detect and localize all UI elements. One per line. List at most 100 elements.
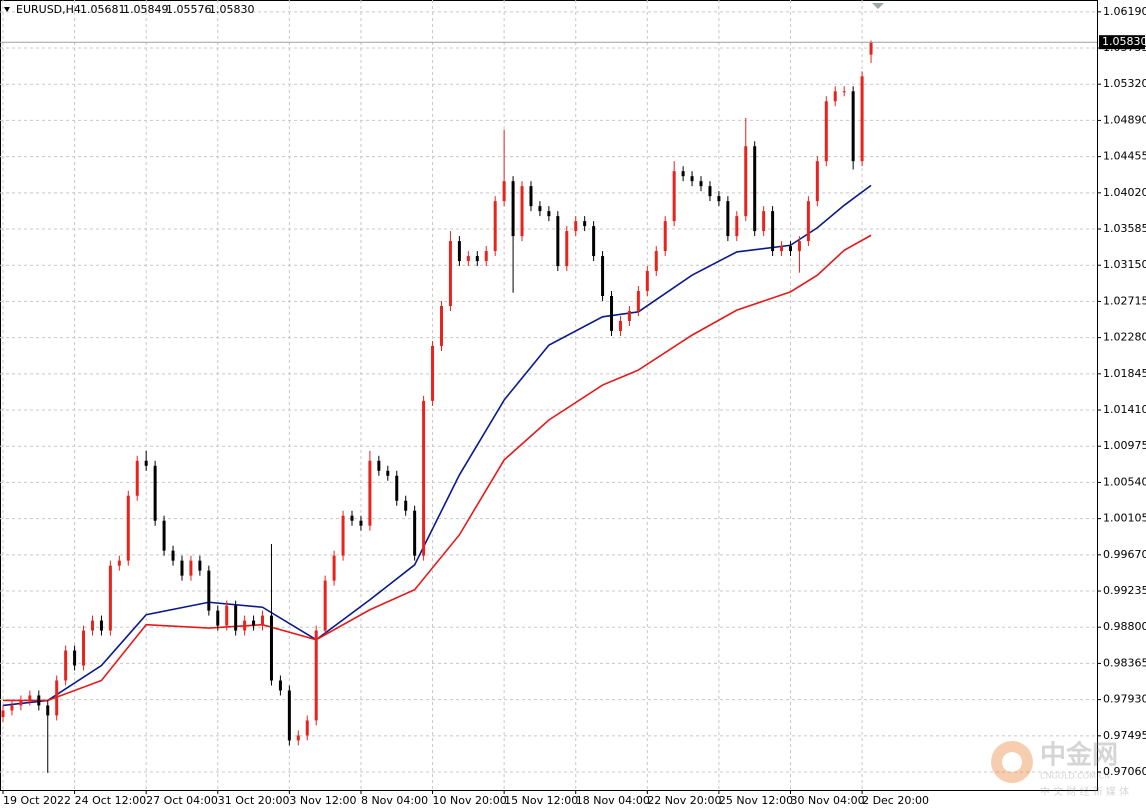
candle-body bbox=[180, 560, 184, 576]
symbol: EURUSD,H4 bbox=[16, 3, 81, 16]
candle-body bbox=[806, 201, 810, 242]
candle-body bbox=[126, 495, 130, 561]
candle-body bbox=[404, 500, 408, 511]
x-tick-label: 22 Nov 20:00 bbox=[647, 794, 721, 807]
candle-body bbox=[386, 470, 390, 476]
y-tick-label: 1.00975 bbox=[1103, 439, 1146, 452]
candle-body bbox=[413, 510, 417, 556]
y-tick-label: 1.06190 bbox=[1103, 5, 1146, 18]
candle-body bbox=[681, 171, 685, 177]
x-tick-label: 3 Nov 12:00 bbox=[289, 794, 356, 807]
candle-body bbox=[538, 206, 542, 212]
candle-body bbox=[699, 181, 703, 187]
y-tick-label: 0.97495 bbox=[1103, 729, 1146, 742]
x-tick-label: 31 Oct 20:00 bbox=[218, 794, 290, 807]
candle-body bbox=[64, 650, 68, 681]
x-tick-label: 2 Dec 20:00 bbox=[862, 794, 929, 807]
y-tick-label: 0.97060 bbox=[1103, 765, 1146, 778]
candle-body bbox=[672, 171, 676, 222]
candle-body bbox=[99, 620, 103, 631]
y-tick-label: 0.98365 bbox=[1103, 656, 1146, 669]
candle-body bbox=[618, 320, 622, 331]
x-tick-label: 10 Nov 20:00 bbox=[433, 794, 507, 807]
candle-body bbox=[135, 460, 139, 496]
candle-body bbox=[726, 201, 730, 237]
candle-body bbox=[815, 161, 819, 202]
y-tick-label: 1.02280 bbox=[1103, 331, 1146, 344]
plot-frame bbox=[0, 0, 1098, 791]
candle-body bbox=[162, 520, 166, 551]
watermark-name: 中金网 bbox=[1040, 740, 1118, 771]
candle-body bbox=[395, 475, 399, 501]
candle-body bbox=[789, 246, 793, 252]
candle-body bbox=[252, 620, 256, 626]
candle-body bbox=[341, 515, 345, 556]
candle-body bbox=[511, 181, 515, 237]
y-tick-label: 0.97930 bbox=[1103, 693, 1146, 706]
candle-body bbox=[520, 186, 524, 237]
candle-body bbox=[10, 705, 14, 711]
candle-body bbox=[448, 241, 452, 306]
x-tick-label: 8 Nov 04:00 bbox=[361, 794, 428, 807]
candle-body bbox=[144, 460, 148, 466]
y-tick-label: 1.00105 bbox=[1103, 512, 1146, 525]
y-tick-label: 1.01845 bbox=[1103, 367, 1146, 380]
candle-body bbox=[287, 690, 291, 741]
candle-body bbox=[869, 42, 873, 55]
candle-body bbox=[663, 221, 667, 252]
candle-body bbox=[305, 720, 309, 736]
moving-average bbox=[3, 234, 872, 702]
bid-label: 1.05830 bbox=[1102, 35, 1146, 48]
candle-body bbox=[108, 565, 112, 631]
candle-body bbox=[780, 246, 784, 252]
x-tick-label: 18 Nov 04:00 bbox=[576, 794, 650, 807]
candle-body bbox=[431, 345, 435, 401]
candle-body bbox=[466, 256, 470, 262]
candle-body bbox=[708, 186, 712, 197]
ohlc-label: 1.05681 bbox=[80, 3, 126, 16]
candle-body bbox=[153, 465, 157, 521]
candle-body bbox=[332, 555, 336, 581]
candle-body bbox=[37, 695, 41, 706]
candle-body bbox=[690, 176, 694, 182]
candle-body bbox=[439, 305, 443, 346]
watermark-slogan: 中 文 财 经 新 媒 体 bbox=[1040, 785, 1129, 798]
watermark-logo bbox=[991, 741, 1033, 783]
candle-body bbox=[234, 605, 238, 631]
y-tick-label: 1.04455 bbox=[1103, 150, 1146, 163]
candle-body bbox=[207, 570, 211, 611]
candle-body bbox=[636, 291, 640, 311]
candle-body bbox=[216, 610, 220, 626]
candle-body bbox=[717, 196, 721, 202]
candle-body bbox=[457, 241, 461, 262]
y-tick-label: 1.01410 bbox=[1103, 403, 1146, 416]
ohlc-label: 1.05576 bbox=[166, 3, 212, 16]
y-tick-label: 1.03150 bbox=[1103, 258, 1146, 271]
candle-body bbox=[824, 101, 828, 162]
candle-body bbox=[243, 620, 247, 631]
candle-body bbox=[117, 560, 121, 566]
shift-marker bbox=[872, 3, 884, 9]
candle-body bbox=[583, 221, 587, 227]
candle-body bbox=[797, 241, 801, 252]
candle-body bbox=[73, 650, 77, 666]
y-tick-label: 1.04890 bbox=[1103, 113, 1146, 126]
candle-body bbox=[762, 211, 766, 232]
candle-body bbox=[19, 700, 23, 706]
candle-body bbox=[592, 226, 596, 257]
ohlc-label: 1.05830 bbox=[209, 3, 255, 16]
y-tick-label: 1.00540 bbox=[1103, 475, 1146, 488]
candle-body bbox=[547, 211, 551, 217]
watermark-site: CNGOLD.COM.CN bbox=[1040, 772, 1110, 781]
candle-body bbox=[278, 680, 282, 691]
y-tick-label: 1.04020 bbox=[1103, 186, 1146, 199]
candle-body bbox=[368, 460, 372, 526]
candle-body bbox=[833, 91, 837, 102]
watermark: 中金网 CNGOLD.COM.CN 中 文 财 经 新 媒 体 bbox=[991, 740, 1129, 798]
candle-body bbox=[90, 620, 94, 631]
candle-body bbox=[475, 256, 479, 262]
x-tick-label: 24 Oct 12:00 bbox=[75, 794, 147, 807]
candle-body bbox=[28, 695, 32, 701]
bid-box bbox=[1099, 35, 1145, 50]
